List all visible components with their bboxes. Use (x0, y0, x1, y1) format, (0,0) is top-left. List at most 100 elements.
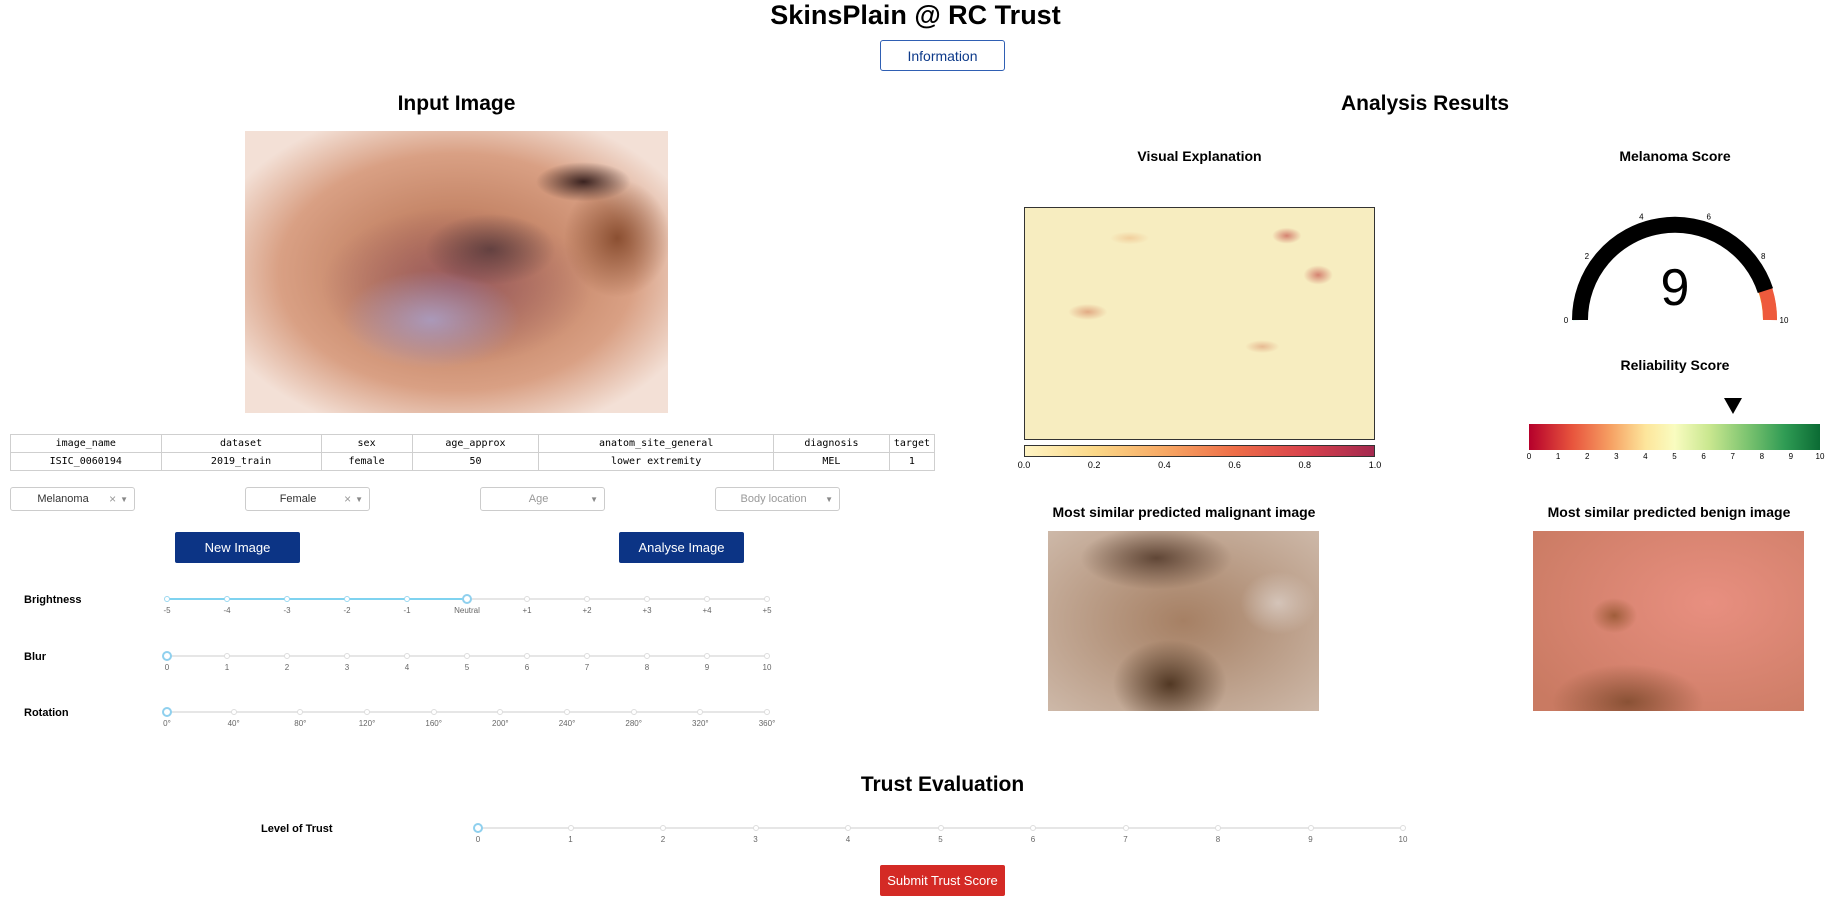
slider-step-dot[interactable] (567, 825, 574, 831)
slider-step-dot[interactable] (297, 709, 304, 715)
slider-step-dot[interactable] (704, 596, 710, 602)
slider-tick-label: 8 (644, 663, 650, 672)
table-row: ISIC_0060194 2019_train female 50 lower … (10, 452, 936, 471)
blur-label: Blur (24, 651, 46, 663)
slider-step-dot[interactable] (644, 653, 650, 659)
brightness-label: Brightness (24, 594, 82, 606)
slider-step-dot[interactable] (1122, 825, 1129, 831)
sex-dropdown[interactable]: Female × ▼ (245, 487, 370, 511)
slider-step-dot[interactable] (284, 596, 290, 602)
slider-step-dot[interactable] (1215, 825, 1221, 831)
slider-step-dot[interactable] (845, 825, 851, 831)
slider-step-dot[interactable] (364, 709, 370, 715)
level-of-trust-slider[interactable]: 0 1 2 3 4 5 6 7 8 9 10 (473, 819, 1407, 849)
slider-step-dot[interactable] (1307, 825, 1314, 831)
slider-step-dot[interactable] (284, 653, 290, 659)
table-header: diagnosis (772, 434, 890, 453)
chevron-down-icon[interactable]: ▼ (825, 494, 833, 504)
gauge-tick-label: 6 (1706, 212, 1711, 221)
reliability-ticks: 0 1 2 3 4 5 6 7 8 9 10 (1527, 452, 1825, 464)
slider-step-dot[interactable] (464, 653, 470, 659)
slider-step-dot[interactable] (164, 596, 170, 602)
slider-tick-label: 5 (464, 663, 470, 672)
visual-explanation-title: Visual Explanation (1137, 148, 1262, 164)
analysis-results-title: Analysis Results (1340, 92, 1510, 115)
melanoma-score-title: Melanoma Score (1619, 148, 1731, 164)
input-lesion-image (245, 131, 668, 413)
slider-tick-label: 10 (762, 663, 772, 672)
slider-tick-label: 0 (164, 663, 170, 672)
diagnosis-dropdown[interactable]: Melanoma × ▼ (10, 487, 135, 511)
gauge-tick-label: 8 (1761, 252, 1766, 261)
slider-step-dot[interactable] (584, 596, 590, 602)
new-image-button[interactable]: New Image (175, 532, 300, 563)
gauge-value-arc (1571, 216, 1774, 321)
slider-step-dot[interactable] (524, 653, 530, 659)
metadata-table: image_name dataset sex age_approx anatom… (10, 434, 936, 471)
reliability-tick-label: 2 (1584, 452, 1590, 461)
slider-step-dot[interactable] (697, 709, 704, 715)
age-dropdown[interactable]: Age ▼ (480, 487, 605, 511)
table-cell: female (320, 452, 413, 471)
analyse-image-button[interactable]: Analyse Image (619, 532, 744, 563)
reliability-marker-icon (1723, 398, 1742, 414)
rotation-slider[interactable]: 0° 40° 80° 120° 160° 200° 240° 280° 320° 360° (162, 703, 775, 733)
clear-icon[interactable]: × (344, 492, 352, 506)
slider-tick-label: +3 (642, 606, 652, 615)
reliability-score-title: Reliability Score (1620, 357, 1730, 373)
app-title: SkinsPlain @ RC Trust (770, 0, 1061, 30)
slider-step-dot[interactable] (1400, 825, 1406, 831)
slider-handle[interactable] (162, 707, 172, 717)
benign-image-title: Most similar predicted benign image (1547, 504, 1791, 520)
slider-step-dot[interactable] (764, 709, 770, 715)
slider-step-dot[interactable] (660, 825, 666, 831)
slider-step-dot[interactable] (764, 653, 770, 659)
colorbar-tick-label: 0.0 (1017, 460, 1031, 470)
brightness-slider[interactable]: -5 -4 -3 -2 -1 Neutral +1 +2 +3 +4 +5 (163, 590, 772, 620)
slider-tick-label: -2 (343, 606, 351, 615)
chevron-down-icon[interactable]: ▼ (120, 494, 128, 504)
slider-step-dot[interactable] (430, 709, 437, 715)
slider-handle[interactable] (162, 651, 172, 661)
slider-tick-label: 5 (938, 835, 943, 844)
table-header: anatom_site_general (538, 434, 774, 453)
information-button[interactable]: Information (880, 40, 1005, 71)
slider-step-dot[interactable] (524, 596, 530, 602)
slider-step-dot[interactable] (630, 709, 637, 715)
gauge-tick-label: 2 (1585, 252, 1590, 261)
slider-step-dot[interactable] (584, 653, 590, 659)
slider-tick-label: 6 (524, 663, 530, 672)
chevron-down-icon[interactable]: ▼ (355, 494, 363, 504)
slider-step-dot[interactable] (564, 709, 570, 715)
slider-step-dot[interactable] (937, 825, 944, 831)
slider-step-dot[interactable] (224, 653, 230, 659)
slider-track[interactable] (167, 711, 767, 713)
slider-step-dot[interactable] (344, 653, 350, 659)
slider-step-dot[interactable] (344, 596, 350, 602)
slider-step-dot[interactable] (764, 596, 770, 602)
chevron-down-icon[interactable]: ▼ (590, 494, 598, 504)
slider-step-dot[interactable] (404, 653, 410, 659)
slider-step-dot[interactable] (644, 596, 650, 602)
slider-step-dot[interactable] (1030, 825, 1036, 831)
slider-tick-label: 3 (344, 663, 350, 672)
slider-tick-label: Neutral (454, 606, 480, 615)
similar-malignant-image (1048, 531, 1319, 711)
slider-tick-label: 7 (1123, 835, 1128, 844)
slider-step-dot[interactable] (704, 653, 710, 659)
body-location-dropdown[interactable]: Body location ▼ (715, 487, 840, 511)
slider-handle[interactable] (462, 594, 472, 604)
slider-handle[interactable] (473, 823, 483, 833)
slider-step-dot[interactable] (752, 825, 759, 831)
table-header: age_approx (411, 434, 540, 453)
visual-explanation-heatmap (1024, 207, 1375, 440)
slider-step-dot[interactable] (230, 709, 237, 715)
slider-step-dot[interactable] (224, 596, 230, 602)
submit-trust-score-button[interactable]: Submit Trust Score (880, 865, 1005, 896)
reliability-tick-label: 3 (1614, 452, 1619, 461)
slider-step-dot[interactable] (404, 596, 410, 602)
slider-step-dot[interactable] (497, 709, 504, 715)
reliability-colorbar (1529, 424, 1820, 450)
blur-slider[interactable]: 0 1 2 3 4 5 6 7 8 9 10 (162, 647, 771, 677)
clear-icon[interactable]: × (109, 492, 117, 506)
